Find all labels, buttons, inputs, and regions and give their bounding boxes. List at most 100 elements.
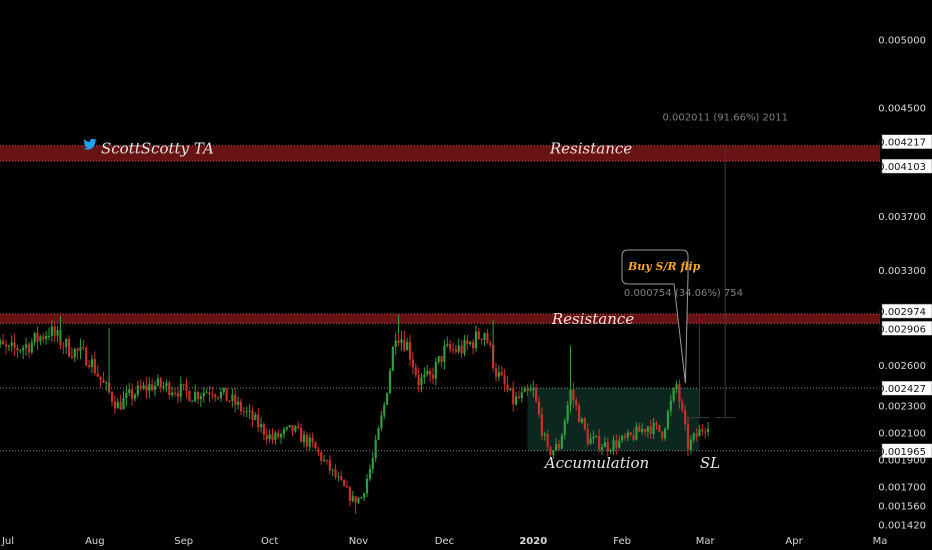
candle-body-245 [689,439,692,450]
y-tick-label-1: 0.004500 [878,103,926,114]
candle-body-179 [500,372,503,376]
price-tag-box-3 [881,321,932,336]
candle-body-230 [646,426,649,432]
candle-body-38 [96,373,99,377]
candle-body-185 [517,396,521,399]
candle-body-141 [391,346,394,371]
candle-body-174 [486,333,489,343]
candle-body-101 [277,432,280,438]
candle-body-156 [434,361,437,379]
candle-body-96 [262,424,266,435]
candle-body-103 [282,429,286,434]
candle-body-53 [139,385,142,389]
candle-body-167 [466,340,469,345]
candle-body-108 [297,426,300,429]
candle-body-61 [162,386,165,388]
candle-body-63 [168,382,171,396]
price-tag-box-1 [881,158,932,174]
time-axis: Jul Aug Sep Oct Nov Dec 2020 Feb Mar Apr Ma [1,536,887,547]
candle-body-82 [222,388,225,392]
candle-body-130 [360,497,363,499]
candle-body-201 [563,420,566,436]
candle-body-164 [457,345,460,352]
candle-body-59 [156,378,159,386]
candle-body-140 [388,370,392,394]
candle-body-48 [125,392,128,399]
candle-body-161 [449,344,452,350]
candle-body-24 [56,330,59,336]
y-tick-label-10: 0.001420 [878,521,926,532]
candle-body-193 [540,414,543,436]
candle-body-189 [529,390,532,392]
candle-body-205 [575,400,578,406]
candle-body-221 [620,435,624,441]
candle-body-60 [159,378,162,388]
candle-body-14 [27,344,31,353]
candle-body-117 [322,459,326,461]
candle-body-17 [36,332,39,342]
price-tag-box-4 [881,380,932,396]
candle-body-180 [503,375,506,385]
candle-body-236 [663,428,667,439]
candle-body-135 [374,439,377,459]
candle-body-124 [343,479,346,487]
candle-body-65 [173,392,177,394]
price-tags: 0.004217 0.004103 0.002974 0.002906 0.002427… [878,134,932,459]
x-tick-label-10: Ma [873,536,888,547]
candle-body-214 [600,447,604,450]
candle-body-237 [666,411,670,429]
candle-body-251 [706,428,710,432]
candle-body-187 [523,388,526,393]
candle-body-91 [248,410,251,412]
candle-body-168 [469,342,472,345]
candle-body-112 [308,437,311,447]
candle-body-8 [10,342,13,346]
candle-body-47 [122,398,125,410]
candle-body-110 [302,434,306,443]
author-handle: ScottScotty TA [101,140,214,158]
candle-body-73 [196,392,200,399]
candle-body-56 [148,384,151,391]
candle-body-40 [102,379,105,383]
y-tick-label-7: 0.001900 [878,456,926,467]
candle-body-98 [268,434,271,440]
candle-body-233 [655,422,658,425]
x-tick-label-3: Oct [261,536,278,547]
candle-body-207 [580,418,584,423]
candle-body-58 [153,385,157,391]
candle-body-244 [686,424,690,450]
candle-body-139 [386,393,389,405]
candle-body-184 [514,396,518,405]
candle-body-57 [151,384,154,391]
candle-body-102 [279,433,283,438]
candle-body-175 [489,342,492,345]
candle-body-188 [526,388,529,391]
candle-body-86 [234,394,237,405]
y-tick-label-9: 0.001560 [878,502,926,513]
candle-body-51 [133,394,137,399]
candle-body-52 [136,385,139,395]
candle-body-77 [208,392,211,395]
candle-body-224 [629,432,632,436]
candle-body-43 [110,392,114,402]
candle-body-67 [179,383,182,397]
candle-body-85 [231,394,234,401]
y-tick-label-0: 0.005000 [878,36,926,47]
candle-body-158 [440,356,443,363]
candle-body-182 [509,388,512,391]
candle-body-178 [497,372,500,377]
candle-body-54 [142,385,145,389]
buy-sr-flip-callout: Buy S/R flip [621,249,701,384]
candle-body-105 [288,425,291,428]
candle-body-125 [345,486,349,488]
candle-body-122 [337,476,340,478]
candle-body-241 [678,384,681,402]
candle-body-120 [331,469,334,471]
candle-body-31 [76,348,79,351]
candle-body-246 [692,433,695,440]
candle-body-127 [351,496,354,501]
candle-body-240 [675,384,678,389]
candle-body-220 [618,440,621,448]
